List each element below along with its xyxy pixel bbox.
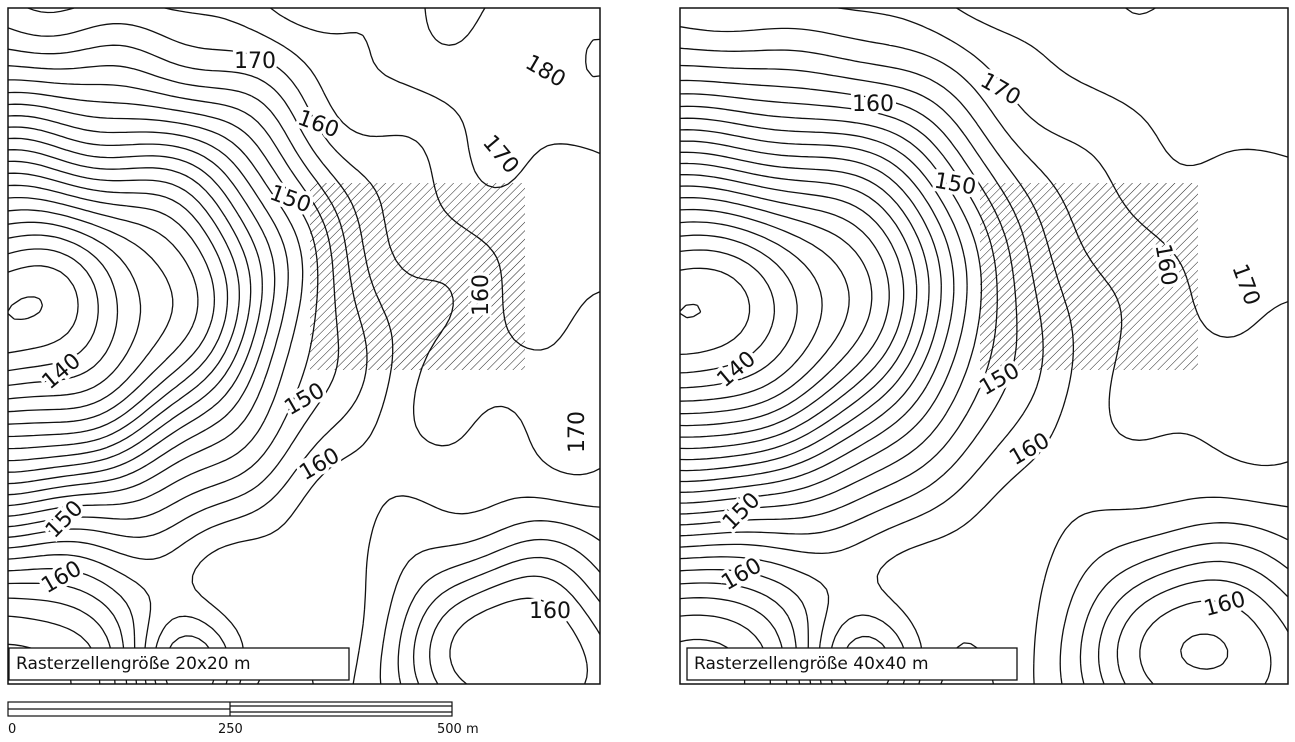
contour-label: 160: [529, 599, 571, 624]
contour-label: 160: [37, 556, 86, 599]
caption: Rasterzellengröße 20x20 m: [16, 654, 251, 674]
contour-label: 160: [1201, 587, 1248, 622]
contour-label: 180: [521, 50, 570, 93]
contour-line: [680, 210, 849, 414]
contour-label: 170: [477, 131, 523, 179]
contour-line: [8, 198, 198, 425]
contour-line: [8, 249, 98, 371]
contour-label: 140: [38, 349, 86, 395]
contour-label: 160: [852, 92, 894, 117]
contour-line: [8, 266, 78, 353]
caption: Rasterzellengröße 40x40 m: [694, 654, 929, 674]
contour-label: 150: [266, 181, 314, 219]
contour-label: 160: [1005, 428, 1054, 471]
contour-label: 160: [469, 274, 494, 316]
contour-label: 160: [294, 106, 342, 144]
contour-line: [680, 304, 701, 317]
contour-label: 150: [41, 496, 88, 543]
contour-label: 170: [1227, 261, 1265, 309]
contour-line: [8, 210, 173, 412]
contour-label: 170: [565, 411, 590, 453]
contour-label: 170: [234, 49, 276, 74]
contour-line: [680, 268, 750, 354]
contour-label: 150: [718, 488, 765, 535]
contour-line: [8, 297, 42, 320]
scale-label: 0: [8, 722, 16, 737]
contour-line: [680, 222, 822, 401]
contour-line: [8, 127, 275, 495]
contour-label: 150: [932, 169, 978, 201]
scale-bar: [8, 702, 452, 716]
contour-label: 170: [976, 68, 1025, 111]
scale-label: 250: [218, 722, 243, 737]
contour-label: 140: [713, 347, 761, 393]
contour-line: [680, 198, 872, 426]
scale-label: 500 m: [437, 722, 479, 737]
contour-label: 160: [295, 443, 344, 486]
figure: 170180160170150160140150160170150160160 …: [0, 0, 1295, 738]
